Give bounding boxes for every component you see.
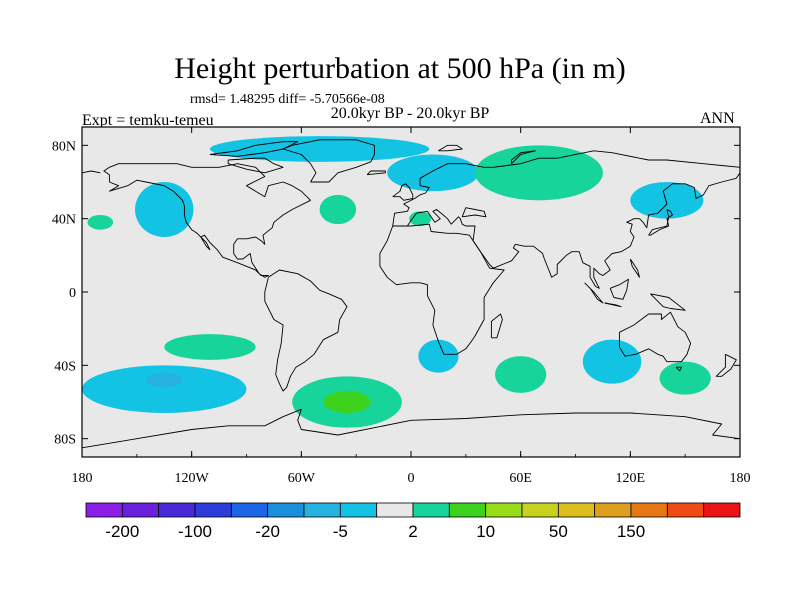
y-tick-label: 0 <box>69 286 76 301</box>
colorbar-swatch <box>412 502 450 518</box>
coastline-24 <box>511 150 536 165</box>
y-tick-label: 80S <box>54 433 76 448</box>
stats-line: rmsd= 1.48295 diff= -5.70566e-08 <box>190 92 385 107</box>
coastline-2 <box>282 139 375 183</box>
anomaly-region-negative-5 <box>582 339 642 384</box>
colorbar-label: -100 <box>178 522 212 541</box>
colorbar: -200 -100 -20 -5 2 10 50 150 <box>85 502 741 541</box>
x-tick-label: 180 <box>730 471 751 486</box>
chart-title: Height perturbation at 500 hPa (in m) <box>174 52 626 85</box>
coastline-10 <box>618 311 692 363</box>
coastline-layer <box>82 139 740 449</box>
colorbar-swatch <box>485 502 523 518</box>
colorbar-swatch <box>521 502 559 518</box>
colorbar-label: 2 <box>408 522 417 541</box>
x-tick-label: 120E <box>616 471 646 486</box>
coastline-12 <box>490 313 503 339</box>
x-tick-label: 120W <box>175 471 210 486</box>
colorbar-swatch <box>557 502 596 518</box>
anomaly-region-positive-16 <box>87 215 114 230</box>
colorbar-label: 10 <box>476 522 495 541</box>
y-axis: 80N 40N 0 40S 80S <box>52 139 740 448</box>
anomaly-region-negative-6 <box>82 365 247 413</box>
anomaly-region-positive-12 <box>495 356 547 393</box>
anomaly-region-positive-13 <box>659 361 711 395</box>
coastline-1 <box>264 269 348 392</box>
colorbar-label: -5 <box>333 522 348 541</box>
period-label: 20.0kyr BP - 20.0kyr BP <box>330 105 490 122</box>
anomaly-region-positive-10 <box>474 145 603 201</box>
anomaly-region-negative-0 <box>135 182 194 237</box>
colorbar-swatch <box>194 502 232 518</box>
coastline-3 <box>379 223 505 355</box>
colorbar-swatch <box>630 502 668 518</box>
colorbar-label: -20 <box>255 522 280 541</box>
coastline-8 <box>392 183 414 201</box>
coastline-23 <box>438 144 463 152</box>
y-tick-label: 80N <box>52 139 76 154</box>
coastline-21 <box>227 157 284 174</box>
x-tick-label: 0 <box>408 471 415 486</box>
coastline-17 <box>629 258 640 278</box>
x-tick-label: 60E <box>509 471 532 486</box>
colorbar-label: 150 <box>617 522 645 541</box>
colorbar-swatch <box>448 502 487 518</box>
colorbar-swatch <box>230 502 269 518</box>
anomaly-region-negative-7 <box>145 372 183 388</box>
coastline-19 <box>366 170 386 176</box>
anomaly-region-positive-14 <box>319 194 357 225</box>
coastline-15 <box>609 278 629 300</box>
coastline-0 <box>103 163 311 278</box>
coastline-14 <box>604 302 622 308</box>
coastline-9 <box>648 209 673 236</box>
colorbar-swatch <box>703 502 741 518</box>
x-tick-label: 180 <box>72 471 93 486</box>
coastline-16 <box>650 293 686 311</box>
coastline-4 <box>392 150 740 227</box>
colorbar-swatch <box>267 502 305 518</box>
coastline-20 <box>82 408 740 449</box>
colorbar-swatch <box>303 502 341 518</box>
x-tick-label: 60W <box>288 471 316 486</box>
colorbar-label: 50 <box>549 522 568 541</box>
coastline-7 <box>461 207 487 218</box>
y-tick-label: 40N <box>52 213 76 228</box>
coastline-13 <box>584 282 604 304</box>
anomaly-layer <box>82 136 711 428</box>
anomaly-region-negative-2 <box>387 154 479 192</box>
season-label: ANN <box>700 110 735 127</box>
coastline-11 <box>675 366 682 372</box>
colorbar-swatch <box>158 502 196 518</box>
anomaly-region-positive-9 <box>323 391 371 413</box>
anomaly-region-negative-3 <box>630 182 704 219</box>
colorbar-swatch <box>121 502 160 518</box>
colorbar-swatch <box>85 502 123 518</box>
colorbar-swatch <box>339 502 378 518</box>
y-tick-label: 40S <box>54 359 76 374</box>
colorbar-swatch <box>666 502 705 518</box>
colorbar-swatch <box>376 502 414 518</box>
x-axis: 180 120W 60W 0 60E 120E 180 <box>72 127 751 486</box>
experiment-label: Expt = temku-temeu <box>82 112 214 129</box>
coastline-6 <box>392 172 740 289</box>
colorbar-label: -200 <box>105 522 139 541</box>
coastline-5 <box>82 170 101 174</box>
anomaly-region-negative-4 <box>418 339 459 373</box>
colorbar-swatch <box>594 502 632 518</box>
coastline-18 <box>715 353 737 377</box>
anomaly-region-positive-11 <box>164 334 256 360</box>
coastline-22 <box>209 141 299 157</box>
